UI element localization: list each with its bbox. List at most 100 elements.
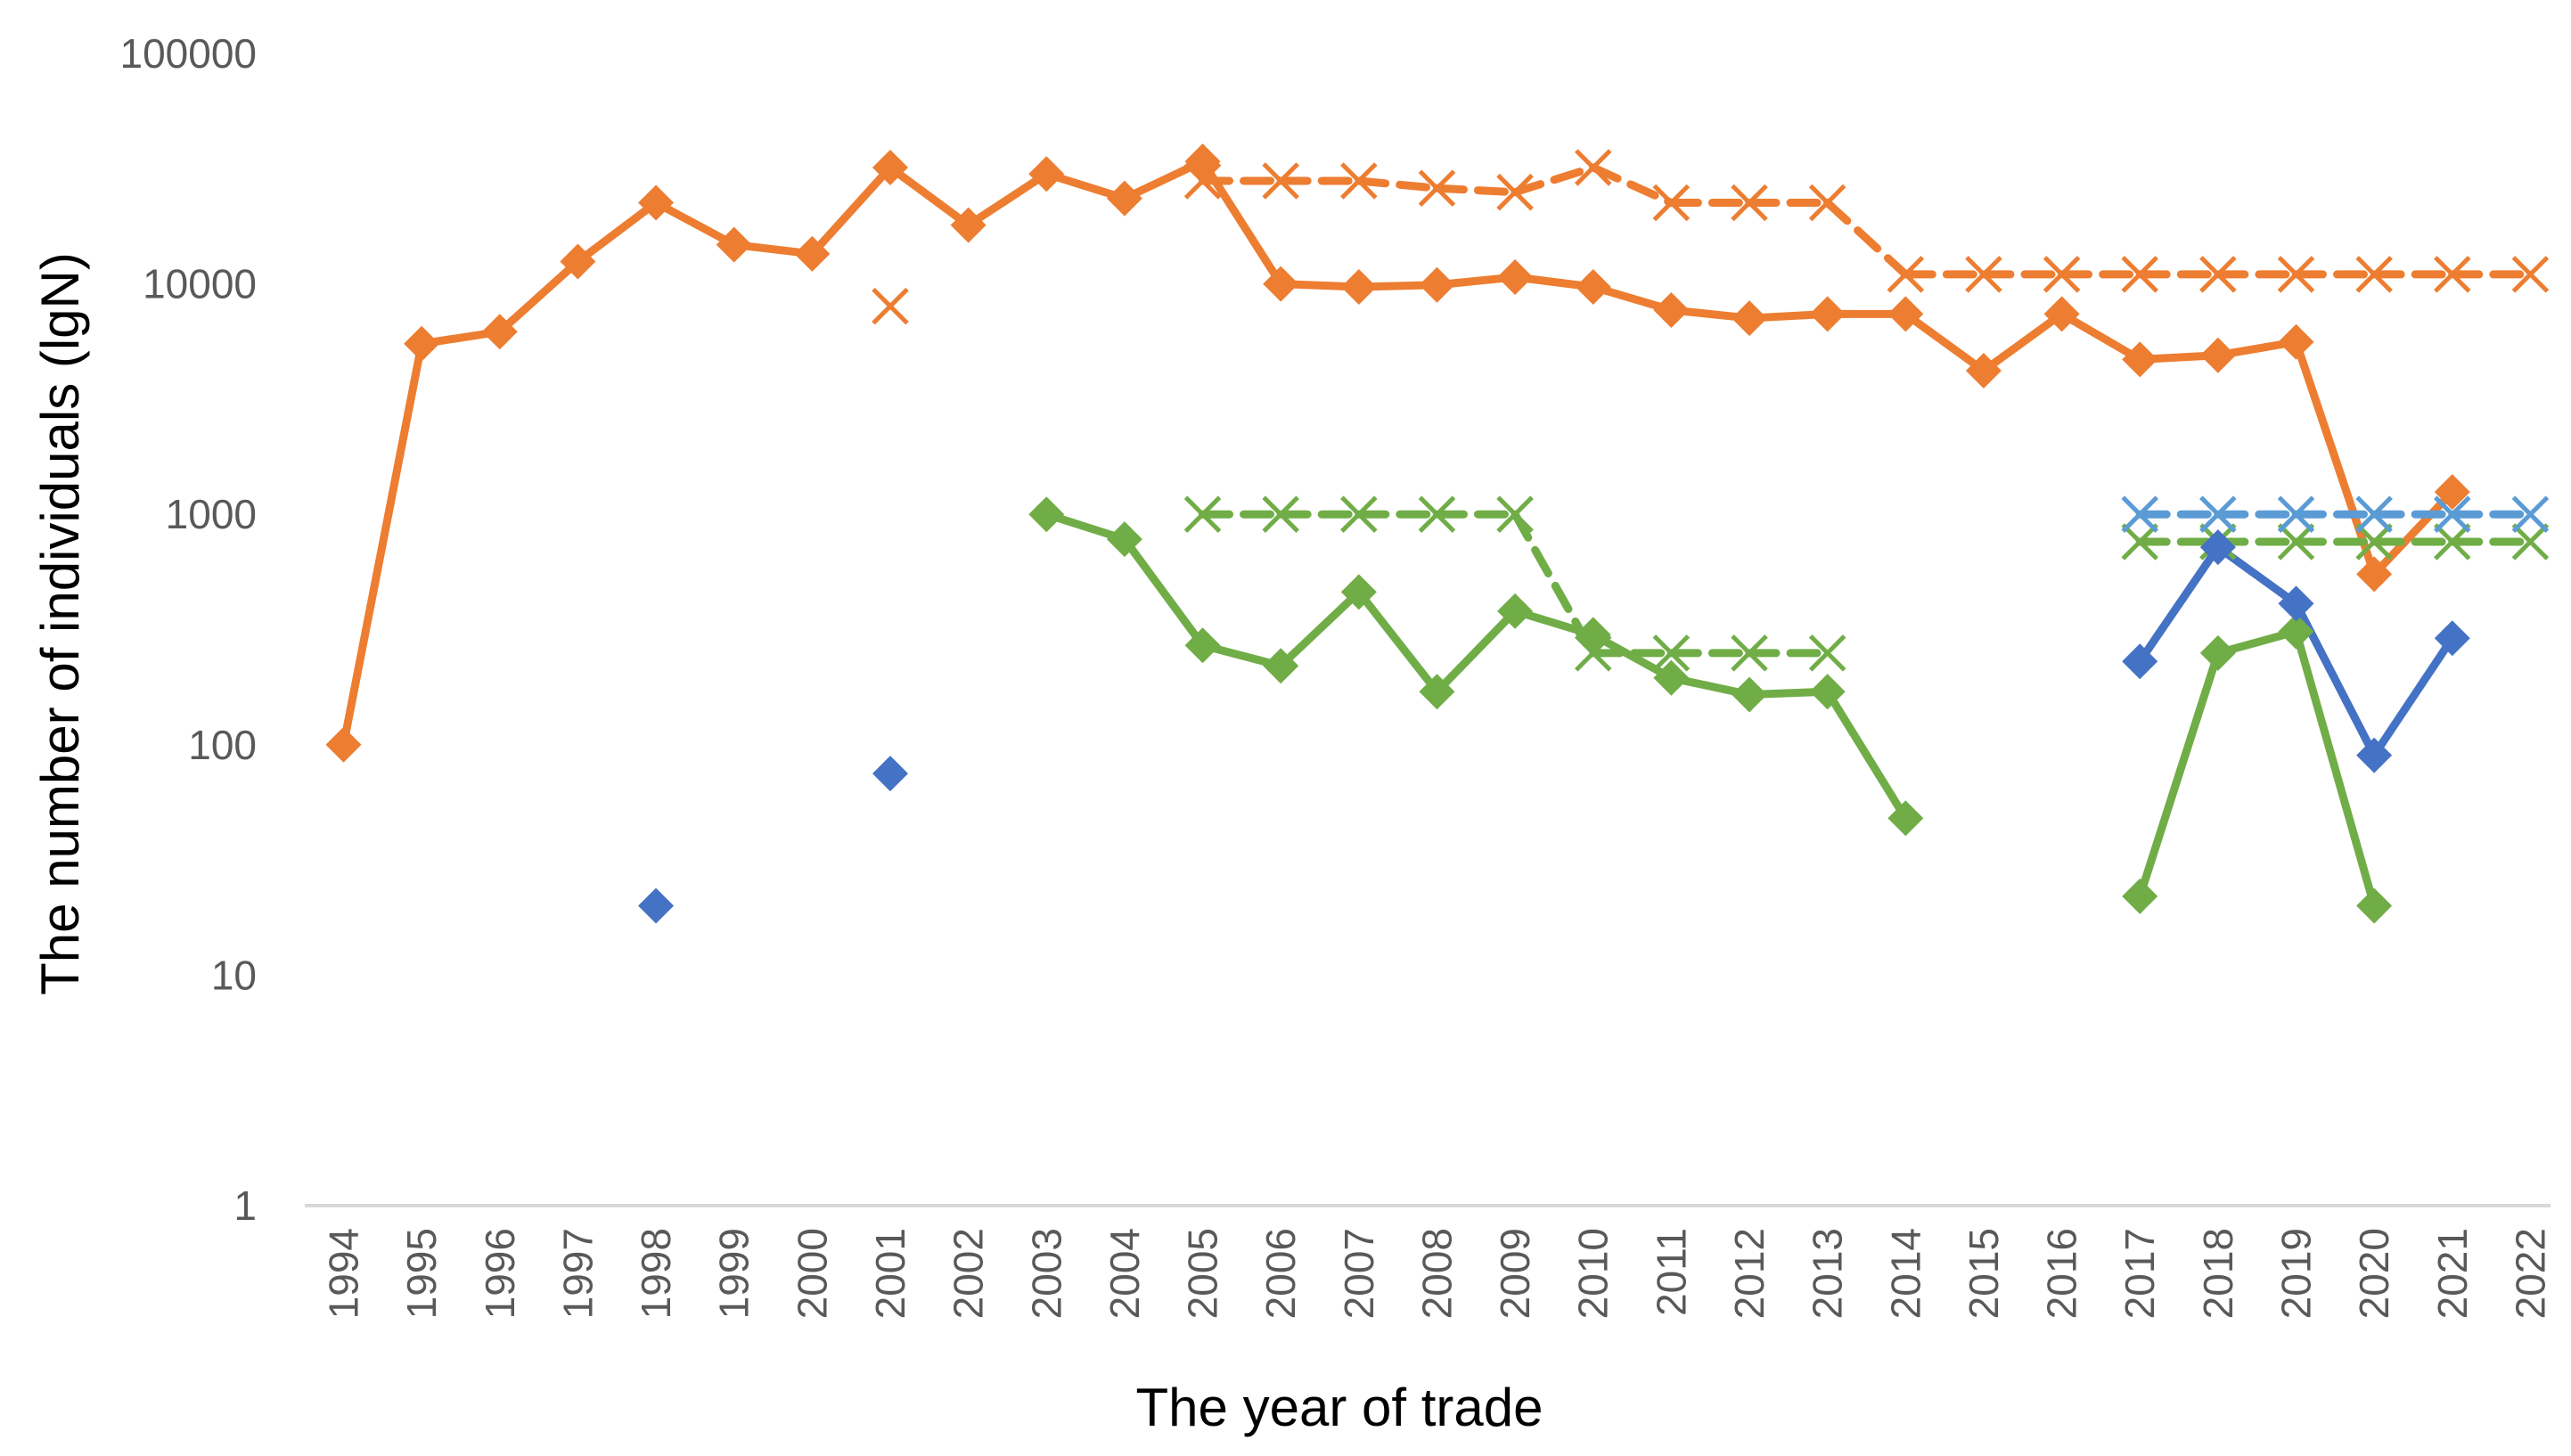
y-axis-title: The number of individuals (lgN)	[30, 252, 90, 995]
orange-dashed-segment	[1432, 184, 1519, 197]
x-tick-label: 2006	[1257, 1228, 1304, 1319]
orange-dashed-marker	[872, 287, 909, 325]
x-tick-label: 1998	[633, 1228, 679, 1319]
green-dashed-marker	[1574, 634, 1612, 672]
green-solid-segment	[1432, 607, 1519, 696]
orange-solid-marker	[481, 314, 518, 350]
orange-solid-segment	[807, 163, 895, 258]
lightblue-dashed-marker	[2511, 495, 2550, 533]
green-solid-marker	[1263, 648, 1299, 684]
orange-solid-marker	[1028, 156, 1065, 192]
green-dashed-marker	[1418, 495, 1456, 533]
orange-dashed-marker	[2199, 256, 2237, 293]
orange-solid-marker	[2199, 337, 2236, 373]
orange-dashed-marker	[1731, 184, 1768, 222]
x-tick-label: 2022	[2507, 1228, 2553, 1319]
orange-dashed-marker	[2355, 256, 2393, 293]
x-tick-label: 1994	[321, 1228, 367, 1319]
green-dashed-marker	[1262, 495, 1299, 533]
x-tick-label: 2017	[2117, 1228, 2163, 1319]
green-solid-marker	[2278, 613, 2314, 650]
orange-solid-marker	[2278, 323, 2314, 360]
orange-dashed-marker	[2277, 256, 2315, 293]
orange-solid-marker	[2122, 341, 2158, 378]
orange-dashed-marker	[2434, 256, 2471, 293]
orange-dashed-segment	[1511, 163, 1598, 197]
x-tick-label: 2005	[1180, 1228, 1226, 1319]
green-solid-marker	[1497, 593, 1534, 629]
green-dashed-marker	[1183, 495, 1222, 533]
green-solid-marker	[1419, 674, 1455, 710]
green-solid-marker	[2122, 878, 2158, 914]
green-solid-marker	[1184, 627, 1221, 664]
green-solid-marker	[1106, 521, 1142, 558]
orange-solid-marker	[1106, 180, 1142, 217]
orange-dashed-segment	[1355, 176, 1441, 192]
green-solid-marker	[1809, 674, 1846, 710]
y-tick-label: 10	[211, 952, 257, 998]
green-dashed-segment	[1511, 510, 1598, 658]
green-solid-segment	[1120, 535, 1208, 650]
orange-solid-marker	[872, 149, 908, 185]
y-tick-label: 1	[233, 1182, 257, 1229]
orange-solid-marker	[638, 184, 675, 221]
orange-solid-segment	[340, 339, 426, 749]
orange-dashed-marker	[2043, 256, 2081, 293]
orange-solid-marker	[404, 325, 440, 362]
green-solid-segment	[2135, 649, 2223, 901]
orange-dashed-marker	[2121, 256, 2158, 293]
x-tick-label: 2020	[2351, 1228, 2397, 1319]
orange-solid-segment	[651, 199, 739, 249]
x-tick-label: 2015	[1961, 1228, 2007, 1319]
x-tick-label: 2001	[867, 1228, 913, 1319]
orange-solid-segment	[886, 163, 973, 230]
green-solid-segment	[1276, 587, 1363, 670]
green-solid-marker	[1028, 496, 1065, 533]
x-tick-label: 2012	[1726, 1228, 1773, 1319]
orange-solid-segment	[964, 169, 1051, 230]
y-tick-label: 100000	[120, 30, 258, 77]
green-solid-marker	[2199, 634, 2236, 671]
green-solid-marker	[2356, 888, 2393, 924]
green-solid-segment	[2292, 627, 2379, 911]
blue-solid-segment	[2135, 543, 2223, 666]
lightblue-dashed-marker	[2434, 495, 2471, 533]
series-lines	[340, 157, 2534, 911]
orange-dashed-marker	[1340, 162, 1378, 200]
green-dashed-marker	[1340, 495, 1378, 533]
orange-dashed-marker	[1808, 184, 1846, 222]
blue-solid-marker	[2434, 620, 2470, 657]
blue-solid-marker	[872, 756, 908, 792]
orange-solid-marker	[1419, 266, 1455, 303]
lightblue-dashed-marker	[2277, 495, 2315, 533]
orange-solid-marker	[2434, 474, 2470, 511]
orange-solid-marker	[1340, 269, 1377, 306]
blue-solid-marker	[638, 888, 675, 924]
x-tick-label: 2002	[946, 1228, 992, 1319]
orange-dashed-marker	[1652, 184, 1691, 222]
x-axis-ticks: 1994 1995 1996 1997 1998 1999 2000 2001 2002 2003…	[321, 1228, 2554, 1319]
orange-solid-marker	[1575, 269, 1611, 306]
orange-solid-marker	[560, 243, 596, 280]
orange-solid-marker	[2356, 556, 2393, 593]
y-tick-label: 10000	[143, 261, 257, 307]
orange-solid-marker	[794, 235, 831, 272]
lightblue-dashed-marker	[2199, 495, 2237, 533]
orange-dashed-marker	[1965, 256, 2002, 293]
x-tick-label: 2004	[1101, 1228, 1148, 1319]
green-dashed-marker	[1496, 495, 1534, 533]
x-tick-label: 2016	[2039, 1228, 2085, 1319]
green-dashed-marker	[2121, 523, 2158, 560]
x-tick-label: 2013	[1805, 1228, 1851, 1319]
series-markers	[325, 143, 2550, 924]
orange-solid-segment	[1901, 309, 1988, 375]
x-tick-label: 2019	[2273, 1228, 2320, 1319]
x-tick-label: 2014	[1882, 1228, 1928, 1319]
orange-solid-segment	[1979, 309, 2067, 375]
x-tick-label: 1997	[554, 1228, 601, 1319]
blue-solid-marker	[2278, 585, 2314, 622]
x-tick-label: 2010	[1570, 1228, 1617, 1319]
x-tick-label: 1995	[398, 1228, 445, 1319]
blue-solid-segment	[2370, 634, 2457, 760]
